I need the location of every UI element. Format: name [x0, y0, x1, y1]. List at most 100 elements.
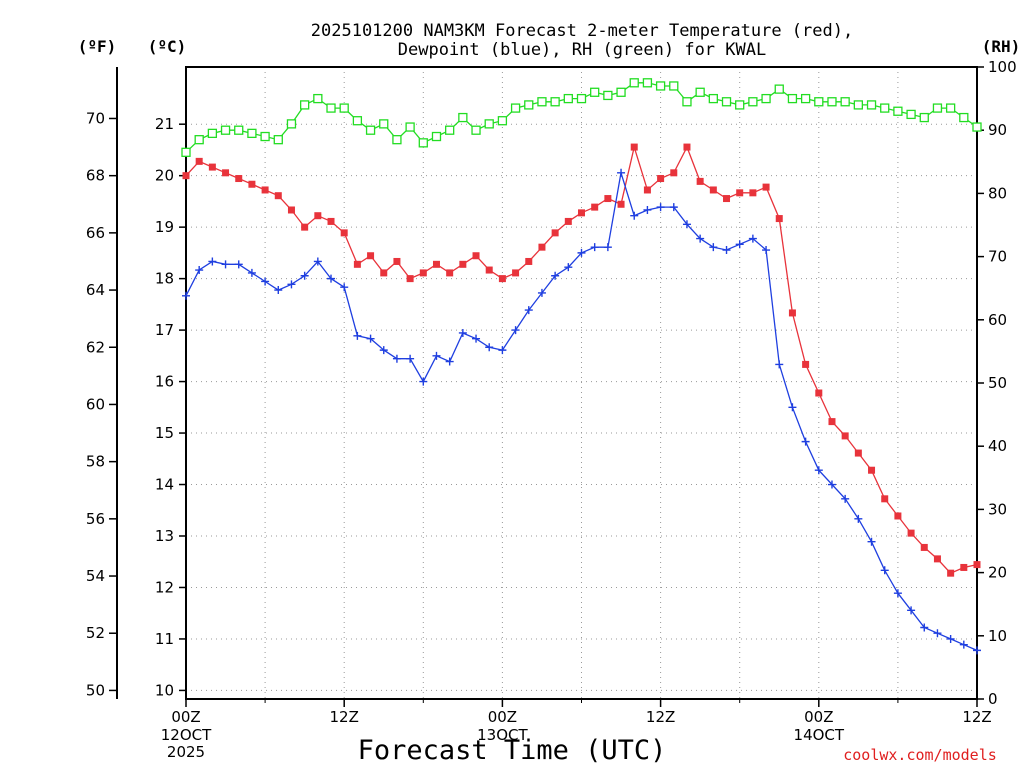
x-tick-label: 12Z — [962, 708, 991, 726]
data-point — [577, 248, 586, 257]
data-point — [327, 274, 336, 283]
data-point — [933, 555, 941, 563]
data-point — [339, 103, 349, 113]
data-point — [959, 112, 969, 123]
x-tick-label: 00Z — [804, 708, 833, 726]
data-point — [563, 93, 573, 104]
celsius-tick-label: 19 — [155, 218, 174, 236]
data-point — [327, 217, 335, 225]
celsius-tick-label: 18 — [155, 270, 174, 288]
data-point — [722, 246, 731, 255]
celsius-tick-label: 12 — [155, 578, 174, 596]
data-point — [893, 106, 903, 116]
x-axis-label: Forecast Time (UTC) — [358, 735, 667, 766]
data-point — [735, 100, 745, 110]
data-point — [326, 103, 336, 113]
fahrenheit-tick-label: 50 — [86, 681, 105, 699]
data-point — [973, 561, 981, 569]
rh-tick-label: 20 — [988, 564, 1007, 582]
data-point — [907, 606, 916, 615]
data-point — [405, 122, 415, 132]
data-point — [352, 116, 363, 126]
data-point — [840, 97, 850, 107]
data-point — [788, 309, 796, 317]
unit-label-fahrenheit: (ºF) — [78, 37, 117, 56]
data-point — [591, 203, 599, 211]
fahrenheit-tick-label: 66 — [86, 224, 105, 242]
data-point — [709, 186, 717, 194]
data-point — [537, 288, 546, 297]
data-point — [946, 634, 955, 643]
celsius-tick-label: 20 — [155, 167, 174, 185]
fahrenheit-tick-label: 60 — [86, 395, 105, 413]
series-line — [185, 172, 978, 651]
data-point — [392, 135, 402, 145]
data-point — [854, 514, 863, 523]
data-point — [749, 189, 757, 197]
celsius-tick-label: 13 — [155, 527, 174, 545]
data-point — [669, 81, 679, 91]
data-point — [431, 131, 442, 142]
data-point — [524, 306, 533, 315]
celsius-tick-label: 14 — [155, 476, 174, 494]
rh-tick-label: 70 — [988, 248, 1007, 266]
celsius-tick-label: 11 — [155, 630, 174, 648]
data-point — [867, 537, 876, 546]
data-point — [630, 211, 639, 220]
rh-tick-label: 50 — [988, 374, 1007, 392]
data-point — [273, 135, 283, 145]
x-tick-year-label: 2025 — [167, 743, 205, 761]
data-point — [222, 169, 230, 177]
data-point — [313, 93, 323, 104]
data-point — [590, 87, 600, 97]
data-point — [670, 169, 678, 177]
data-point — [893, 589, 902, 598]
data-point — [445, 125, 455, 135]
unit-label-rh: (RH) — [982, 37, 1021, 56]
unit-label-celsius: (ºC) — [148, 37, 187, 56]
data-point — [484, 119, 494, 129]
data-point — [880, 103, 890, 113]
fahrenheit-tick-label: 58 — [86, 453, 105, 471]
data-point — [762, 183, 770, 191]
data-point — [682, 220, 691, 229]
data-point — [866, 100, 877, 110]
data-point — [299, 100, 310, 110]
data-point — [827, 97, 837, 107]
data-point — [446, 269, 454, 277]
data-point — [195, 157, 203, 165]
data-point — [207, 128, 218, 139]
rh-tick-label: 100 — [988, 58, 1017, 76]
data-point — [260, 131, 270, 142]
rh-tick-label: 10 — [988, 627, 1007, 645]
data-point — [208, 163, 216, 171]
series-2-meter-temperature — [182, 143, 981, 577]
data-point — [537, 97, 547, 107]
x-tick-date-label: 13OCT — [477, 726, 528, 744]
data-point — [247, 128, 257, 139]
fahrenheit-tick-label: 62 — [86, 338, 105, 356]
data-point — [894, 512, 902, 520]
data-point — [828, 418, 836, 426]
data-point — [314, 212, 322, 220]
data-point — [301, 223, 309, 231]
x-tick-label: 00Z — [488, 708, 517, 726]
credit-text: coolwx.com/models — [843, 746, 997, 764]
data-point — [432, 260, 440, 268]
series-dewpoint — [182, 168, 981, 655]
x-tick-label: 12Z — [330, 708, 359, 726]
data-point — [366, 334, 375, 343]
data-point — [709, 243, 718, 252]
data-point — [762, 246, 771, 255]
data-point — [248, 180, 256, 188]
data-point — [220, 125, 231, 135]
data-point — [643, 186, 651, 194]
data-point — [182, 172, 190, 180]
data-point — [708, 93, 718, 104]
data-point — [235, 175, 243, 183]
data-point — [458, 112, 468, 123]
data-point — [182, 291, 190, 300]
data-point — [287, 206, 295, 214]
data-point — [234, 260, 243, 269]
fahrenheit-tick-label: 68 — [86, 167, 105, 185]
